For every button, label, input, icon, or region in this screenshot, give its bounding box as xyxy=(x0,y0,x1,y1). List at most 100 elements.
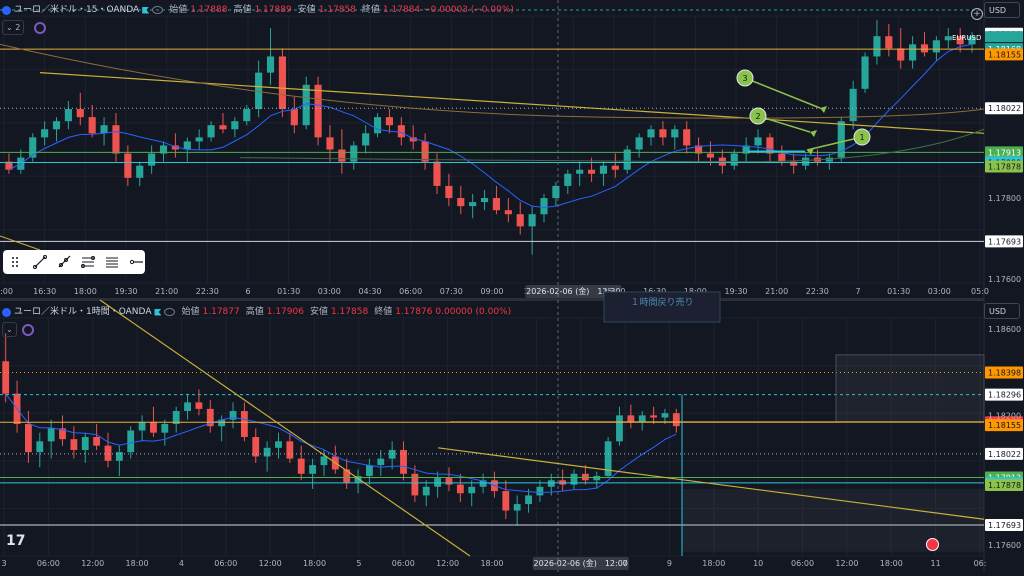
candle-body xyxy=(150,421,157,433)
fib-icon[interactable] xyxy=(81,255,95,269)
candle-body xyxy=(456,484,464,494)
add-plus-icon[interactable]: + xyxy=(971,8,983,20)
candle-body xyxy=(968,36,976,45)
candle-body xyxy=(920,44,929,53)
candle-body xyxy=(570,473,578,485)
candle-body xyxy=(297,458,305,474)
candle-body xyxy=(366,465,373,476)
top-currency-select[interactable]: USD xyxy=(984,2,1020,18)
moving-average-line xyxy=(8,43,973,209)
x-tick-label: 19:30 xyxy=(114,287,137,296)
bottom-currency-label: USD xyxy=(989,307,1007,316)
bottom-close-val: 1.17876 xyxy=(395,307,433,317)
candle-body xyxy=(263,447,271,457)
candle-body xyxy=(52,121,61,130)
trend-line-icon[interactable] xyxy=(33,255,47,269)
candle-body xyxy=(861,56,869,89)
x-tick-label: 12:00 xyxy=(81,559,104,568)
candle-body xyxy=(540,198,548,215)
price-label: 1.18022 xyxy=(988,104,1021,113)
bottom-open-key: 始値 xyxy=(181,307,200,317)
mid-ma-line xyxy=(239,128,985,163)
horizontal-ray-icon[interactable] xyxy=(129,255,143,269)
top-low-key: 安値 xyxy=(297,5,316,15)
candle-body xyxy=(124,153,132,178)
drawing-toolbar[interactable] xyxy=(3,250,145,274)
candle-body xyxy=(243,109,251,122)
candle-body xyxy=(647,129,655,138)
indicator-circle-icon[interactable] xyxy=(34,22,46,34)
candle-body xyxy=(661,413,669,418)
price-label-box xyxy=(985,388,1023,401)
parallel-channel-icon[interactable] xyxy=(105,255,119,269)
candle-body xyxy=(513,504,521,511)
x-tick-label: 09:00 xyxy=(480,287,503,296)
x-tick-label: 03:00 xyxy=(928,287,951,296)
news-flag-icon[interactable] xyxy=(926,538,939,551)
candle-body xyxy=(422,486,430,496)
bottom-currency-select[interactable]: USD xyxy=(984,303,1020,319)
annotation-number: 1 xyxy=(859,133,864,142)
candle-body xyxy=(502,491,510,511)
candle-body xyxy=(409,137,417,142)
candle-body xyxy=(695,145,703,154)
eye-icon[interactable] xyxy=(164,308,176,316)
price-label-box xyxy=(985,419,1023,432)
candle-body xyxy=(564,173,572,186)
top-currency-label: USD xyxy=(989,6,1007,15)
tradingview-logo: 17 xyxy=(6,533,26,549)
bottom-collapse-button[interactable]: ⌄ xyxy=(2,322,17,337)
candle-body xyxy=(286,441,294,459)
ticker-tag-box xyxy=(985,31,1023,43)
arrow-head xyxy=(820,106,827,113)
candle-body xyxy=(172,411,180,425)
x-tick-label: 3 xyxy=(1,559,6,568)
indicator-toggle-button[interactable]: ⌄ 2 xyxy=(2,20,25,35)
indicator-circle-icon[interactable] xyxy=(22,324,34,336)
price-label-box xyxy=(985,479,1023,492)
bottom-symbol[interactable]: ユーロ／米ドル・1時間・OANDA xyxy=(14,307,152,317)
candle-body xyxy=(516,214,524,227)
candle-body xyxy=(479,480,487,487)
candle-body xyxy=(385,117,393,126)
candle-body xyxy=(778,153,786,162)
trend-line xyxy=(39,72,985,134)
x-tick-label: 22:30 xyxy=(806,287,829,296)
ray-icon[interactable] xyxy=(57,255,71,269)
candle-body xyxy=(377,458,385,466)
candle-body xyxy=(64,109,72,122)
annotation-arrow xyxy=(806,136,863,151)
candle-body xyxy=(480,198,489,203)
price-label: 1.17878 xyxy=(988,162,1021,171)
candle-body xyxy=(627,415,635,422)
trend-line xyxy=(437,447,985,520)
candle-body xyxy=(730,153,738,166)
price-tick: 1.18200 xyxy=(988,411,1021,420)
drag-handle-icon[interactable] xyxy=(9,255,23,269)
candle-body xyxy=(93,437,101,446)
candle-body xyxy=(252,437,260,457)
candle-body xyxy=(36,441,44,453)
bottom-low-key: 安値 xyxy=(309,307,328,317)
candle-body xyxy=(849,88,857,122)
candle-body xyxy=(231,121,239,130)
candle-body xyxy=(47,428,55,442)
top-symbol[interactable]: ユーロ／米ドル・15・OANDA xyxy=(14,5,140,15)
annotation-number: 2 xyxy=(755,112,760,121)
top-open-val: 1.17888 xyxy=(190,5,228,15)
price-label-box xyxy=(985,235,1023,248)
eye-icon[interactable] xyxy=(152,6,164,14)
candle-body xyxy=(350,145,358,162)
price-label: 1.17693 xyxy=(988,237,1021,246)
x-tick-label: 18:00 xyxy=(303,559,326,568)
globe-icon xyxy=(2,5,11,15)
x-tick-label: 22:30 xyxy=(196,287,219,296)
x-tick-label: 12:00 xyxy=(436,559,459,568)
chevron-down-icon: ⌄ xyxy=(6,23,13,32)
candle-body xyxy=(790,161,798,166)
x-tick-label: 21:00 xyxy=(155,287,178,296)
candle-body xyxy=(88,117,96,134)
x-tick-label: 16:30 xyxy=(33,287,56,296)
